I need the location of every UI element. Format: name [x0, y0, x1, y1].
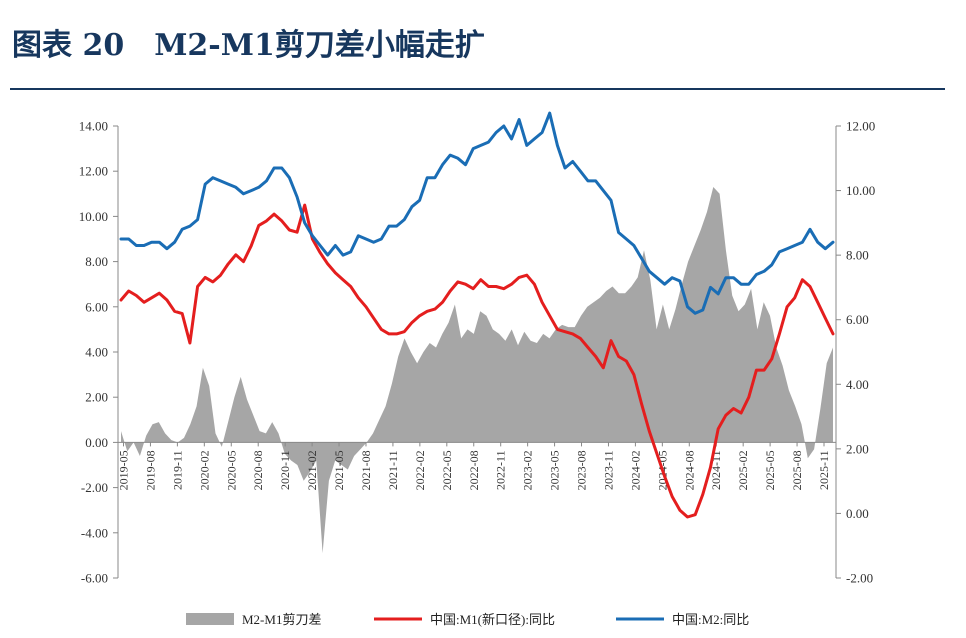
left-tick-label: 8.00 [85, 254, 108, 269]
left-tick-label: 4.00 [85, 345, 108, 360]
x-tick-label: 2019-11 [170, 450, 184, 490]
line-layer [119, 111, 835, 519]
legend-label-2: 中国:M2:同比 [672, 612, 749, 627]
left-tick-label: 12.00 [79, 164, 108, 179]
right-tick-label: 12.00 [846, 119, 875, 134]
x-tick-label: 2024-02 [628, 450, 642, 490]
x-tick-label: 2022-05 [440, 450, 454, 490]
left-tick-label: -4.00 [81, 525, 108, 540]
legend-label-1: 中国:M1(新口径):同比 [430, 612, 555, 627]
x-tick-label: 2021-05 [332, 450, 346, 490]
right-tick-label: -2.00 [846, 571, 873, 586]
x-tick-label: 2022-08 [467, 450, 481, 490]
left-tick-label: 0.00 [85, 435, 108, 450]
legend: M2-M1剪刀差 中国:M1(新口径):同比 中国:M2:同比 [186, 612, 749, 627]
x-tick-label: 2020-08 [251, 450, 265, 490]
x-tick-label: 2019-05 [117, 450, 131, 490]
left-tick-label: 14.00 [79, 119, 108, 134]
x-tick-label: 2023-08 [575, 450, 589, 490]
legend-item-2: 中国:M2:同比 [616, 612, 749, 627]
left-tick-label: -6.00 [81, 571, 108, 586]
x-tick-label: 2023-02 [521, 450, 535, 490]
right-tick-label: 8.00 [846, 248, 869, 263]
title-rule [10, 88, 945, 90]
left-tick-label: 6.00 [85, 299, 108, 314]
x-tick-label: 2025-08 [790, 450, 804, 490]
left-tick-label: 10.00 [79, 209, 108, 224]
right-tick-label: 0.00 [846, 506, 869, 521]
x-tick-label: 2019-08 [143, 450, 157, 490]
x-tick-label: 2022-02 [413, 450, 427, 490]
x-tick-label: 2020-05 [224, 450, 238, 490]
x-tick-label: 2021-02 [305, 450, 319, 490]
series-line-1 [119, 203, 835, 519]
figure-title: 图表 20 M2-M1剪刀差小幅走扩 [12, 22, 485, 70]
legend-item-0: M2-M1剪刀差 [186, 612, 321, 627]
x-tick-label: 2025-11 [817, 450, 831, 490]
left-tick-label: 2.00 [85, 390, 108, 405]
right-tick-label: 4.00 [846, 377, 869, 392]
x-tick-label: 2025-02 [736, 450, 750, 490]
series-area-0 [121, 187, 833, 554]
legend-label-0: M2-M1剪刀差 [242, 612, 321, 627]
series-line-2 [119, 111, 835, 315]
x-tick-label: 2023-11 [602, 450, 616, 490]
figure-label: 图表 [12, 28, 72, 63]
x-tick-label: 2023-05 [548, 450, 562, 490]
x-tick-label: 2024-08 [682, 450, 696, 490]
x-tick-label: 2021-11 [386, 450, 400, 490]
legend-item-1: 中国:M1(新口径):同比 [374, 612, 555, 627]
x-tick-label: 2020-02 [197, 450, 211, 490]
left-tick-label: -2.00 [81, 480, 108, 495]
figure-caption: M2-M1剪刀差小幅走扩 [154, 28, 485, 63]
right-tick-label: 10.00 [846, 183, 875, 198]
x-tick-label: 2025-05 [763, 450, 777, 490]
x-tick-label: 2022-11 [494, 450, 508, 490]
right-tick-label: 6.00 [846, 312, 869, 327]
x-tick-label: 2020-11 [278, 450, 292, 490]
legend-swatch-0 [186, 613, 234, 625]
figure-number: 20 [82, 28, 125, 63]
x-tick-label: 2021-08 [359, 450, 373, 490]
right-tick-label: 2.00 [846, 441, 869, 456]
area-layer [121, 187, 833, 554]
